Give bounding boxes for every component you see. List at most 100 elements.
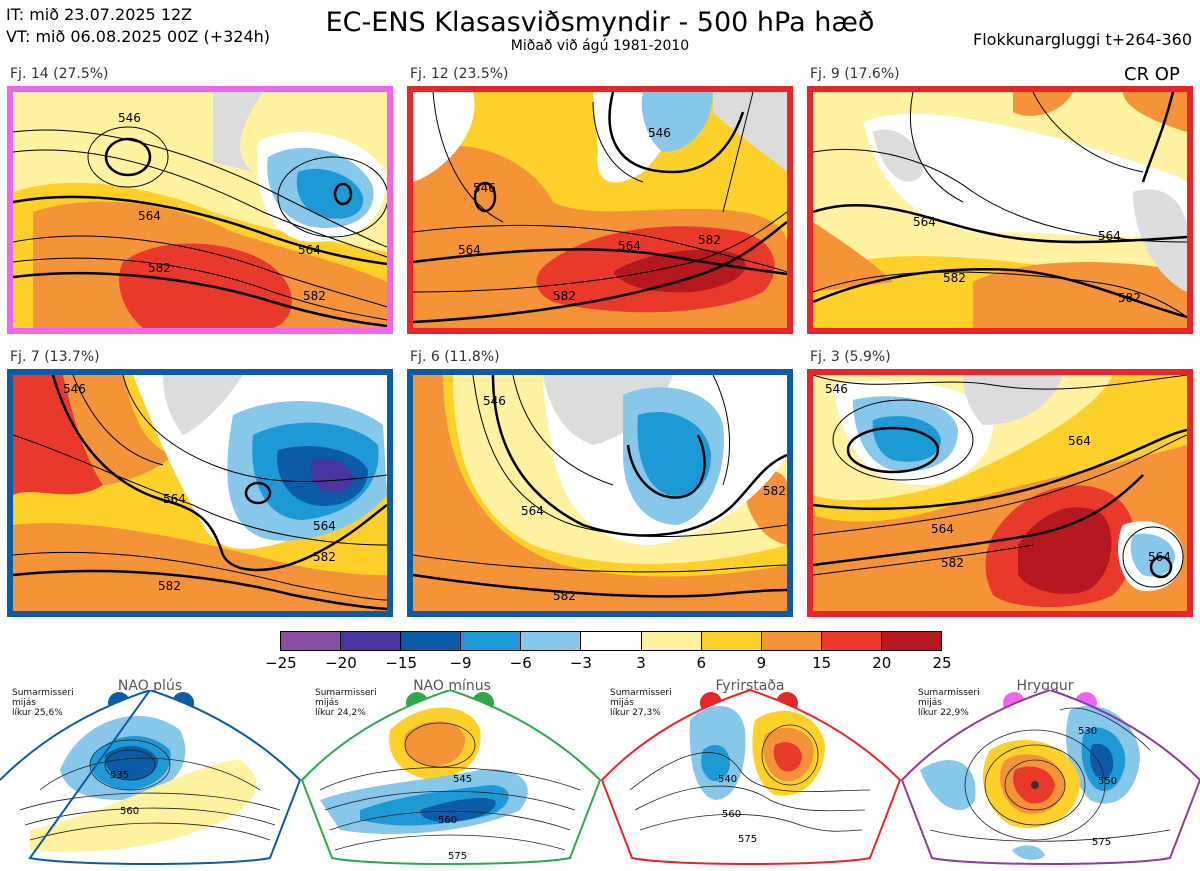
contour-label: 564 [1068, 434, 1091, 448]
sector-map-nao-plus: 535 560 [0, 690, 302, 865]
regime-info-1: Sumarmisseri mijás líkur 25,6% [12, 688, 74, 718]
sector-map-ridge: 530 550 575 [900, 690, 1200, 865]
contour-label: 582 [553, 289, 576, 303]
contour-label: 582 [941, 556, 964, 570]
contour-label: 560 [120, 806, 139, 817]
it-line: IT: mið 23.07.2025 12Z [6, 5, 193, 24]
contour-label: 564 [618, 239, 641, 253]
contour-label: 582 [553, 589, 576, 603]
contour-label: 582 [698, 233, 721, 247]
contour-label: 582 [763, 484, 786, 498]
regime-info-line: líkur 25,6% [12, 708, 63, 718]
contour-label: 582 [313, 550, 336, 564]
regime-info-line: líkur 22,9% [918, 708, 969, 718]
vt-line: VT: mið 06.08.2025 00Z (+324h) [6, 27, 271, 46]
contour-label: 564 [458, 243, 481, 257]
colorbar-tick-label: 6 [696, 654, 707, 672]
contour-label: 564 [1098, 229, 1121, 243]
regime-info-line: líkur 27,3% [610, 708, 661, 718]
contour-label: 564 [913, 215, 936, 229]
contour-label: 575 [738, 834, 757, 845]
regime-title-4: Hryggur [1016, 678, 1074, 694]
colorbar-tick-label: −9 [449, 654, 472, 672]
regime-info-line: mijás [610, 698, 634, 708]
regime-tag: CR OP [1124, 64, 1180, 85]
cluster-label-6: Fj. 3 (5.9%) [810, 349, 891, 365]
contour-label: 564 [1148, 550, 1171, 564]
sector-map-blocking: 540 560 575 [600, 690, 902, 865]
colorbar-segment [881, 632, 942, 650]
colorbar-segment [641, 632, 702, 650]
contour-label: 546 [825, 382, 848, 396]
contour-label: 530 [1078, 726, 1097, 737]
colorbar-segment [281, 632, 342, 650]
cluster-label-5: Fj. 6 (11.8%) [410, 349, 500, 365]
colorbar-tick-label: −3 [569, 654, 592, 672]
colorbar-tick-label: −25 [265, 654, 297, 672]
cluster-map-6: 546 564 564 582 564 [807, 369, 1193, 617]
contour-label: 560 [722, 809, 741, 820]
colorbar-segment [401, 632, 462, 650]
contour-label: 546 [483, 394, 506, 408]
regime-info-2: Sumarmisseri mijás líkur 24,2% [315, 688, 377, 718]
contour-label: 546 [118, 111, 141, 125]
regime-title-2: NAO mínus [413, 678, 491, 694]
colorbar [280, 631, 942, 651]
colorbar-tick-label: 9 [756, 654, 767, 672]
header-info: IT: mið 23.07.2025 12Z VT: mið 06.08.202… [6, 4, 270, 48]
regime-info-line: mijás [315, 698, 339, 708]
contour-label: 546 [63, 382, 86, 396]
contour-label: 545 [453, 774, 472, 785]
regime-info-line: mijás [918, 698, 942, 708]
colorbar-segment [581, 632, 642, 650]
cluster-map-4: 546 564 564 582 582 [7, 369, 393, 617]
colorbar-tick-label: −6 [509, 654, 532, 672]
contour-label: 560 [438, 815, 457, 826]
cluster-map-2: 546 546 564 564 582 582 [407, 86, 793, 334]
regime-info-line: Sumarmisseri [610, 688, 672, 698]
contour-label: 546 [473, 181, 496, 195]
contour-label: 564 [138, 209, 161, 223]
contour-label: 564 [163, 492, 186, 506]
colorbar-segment [521, 632, 582, 650]
contour-label: 582 [158, 579, 181, 593]
contour-label: 575 [448, 851, 467, 862]
colorbar-segment [761, 632, 822, 650]
contour-label: 564 [931, 522, 954, 536]
regime-title-1: NAO plús [117, 678, 183, 694]
cluster-map-3: 564 564 582 582 [807, 86, 1193, 334]
colorbar-tick-label: −20 [325, 654, 357, 672]
contour-label: 582 [943, 271, 966, 285]
contour-label: 564 [521, 504, 544, 518]
colorbar-tick-label: 25 [932, 654, 952, 672]
colorbar-tick-label: 3 [636, 654, 646, 672]
contour-label: 564 [313, 519, 336, 533]
regime-info-line: Sumarmisseri [315, 688, 377, 698]
regime-info-line: Sumarmisseri [12, 688, 74, 698]
regime-sector-maps: 535 560 545 560 575 [0, 690, 1200, 865]
colorbar-segment [341, 632, 402, 650]
regime-info-line: Sumarmisseri [918, 688, 980, 698]
colorbar-segment [461, 632, 522, 650]
sector-map-nao-minus: 545 560 575 [300, 690, 602, 865]
colorbar-tick-label: −15 [385, 654, 418, 672]
colorbar-tick-label: 15 [812, 654, 832, 672]
cluster-label-3: Fj. 9 (17.6%) [810, 66, 900, 82]
regime-info-4: Sumarmisseri mijás líkur 22,9% [918, 688, 980, 718]
contour-label: 575 [1092, 837, 1111, 848]
contour-label: 550 [1098, 776, 1117, 787]
contour-label: 564 [298, 243, 321, 257]
regime-info-line: líkur 24,2% [315, 708, 366, 718]
cluster-label-2: Fj. 12 (23.5%) [410, 66, 509, 82]
page-subtitle: Miðað við ágú 1981-2010 [510, 38, 690, 54]
regime-info-line: mijás [12, 698, 36, 708]
cluster-label-4: Fj. 7 (13.7%) [10, 349, 100, 365]
cluster-map-5: 546 564 582 582 [407, 369, 793, 617]
page-title: EC-ENS Klasasviðsmyndir - 500 hPa hæð [325, 7, 875, 38]
window-label: Flokkunargluggi t+264-360 [973, 30, 1192, 49]
colorbar-segment [821, 632, 882, 650]
contour-label: 582 [1118, 291, 1141, 305]
cluster-label-1: Fj. 14 (27.5%) [10, 66, 109, 82]
contour-label: 582 [148, 261, 171, 275]
colorbar-segment [701, 632, 762, 650]
